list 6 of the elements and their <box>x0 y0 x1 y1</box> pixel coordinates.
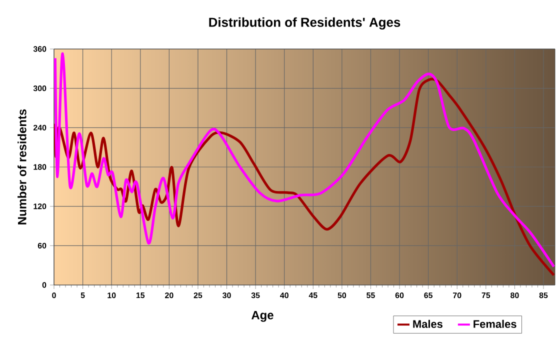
legend-label: Females <box>474 320 516 328</box>
chart-title: Distribution of Residents' Ages <box>209 17 400 30</box>
line-series <box>54 52 556 268</box>
legend-label: Males <box>413 320 442 328</box>
x-axis-title: Age <box>252 311 274 322</box>
y-axis-title: Number of residents <box>18 109 26 224</box>
